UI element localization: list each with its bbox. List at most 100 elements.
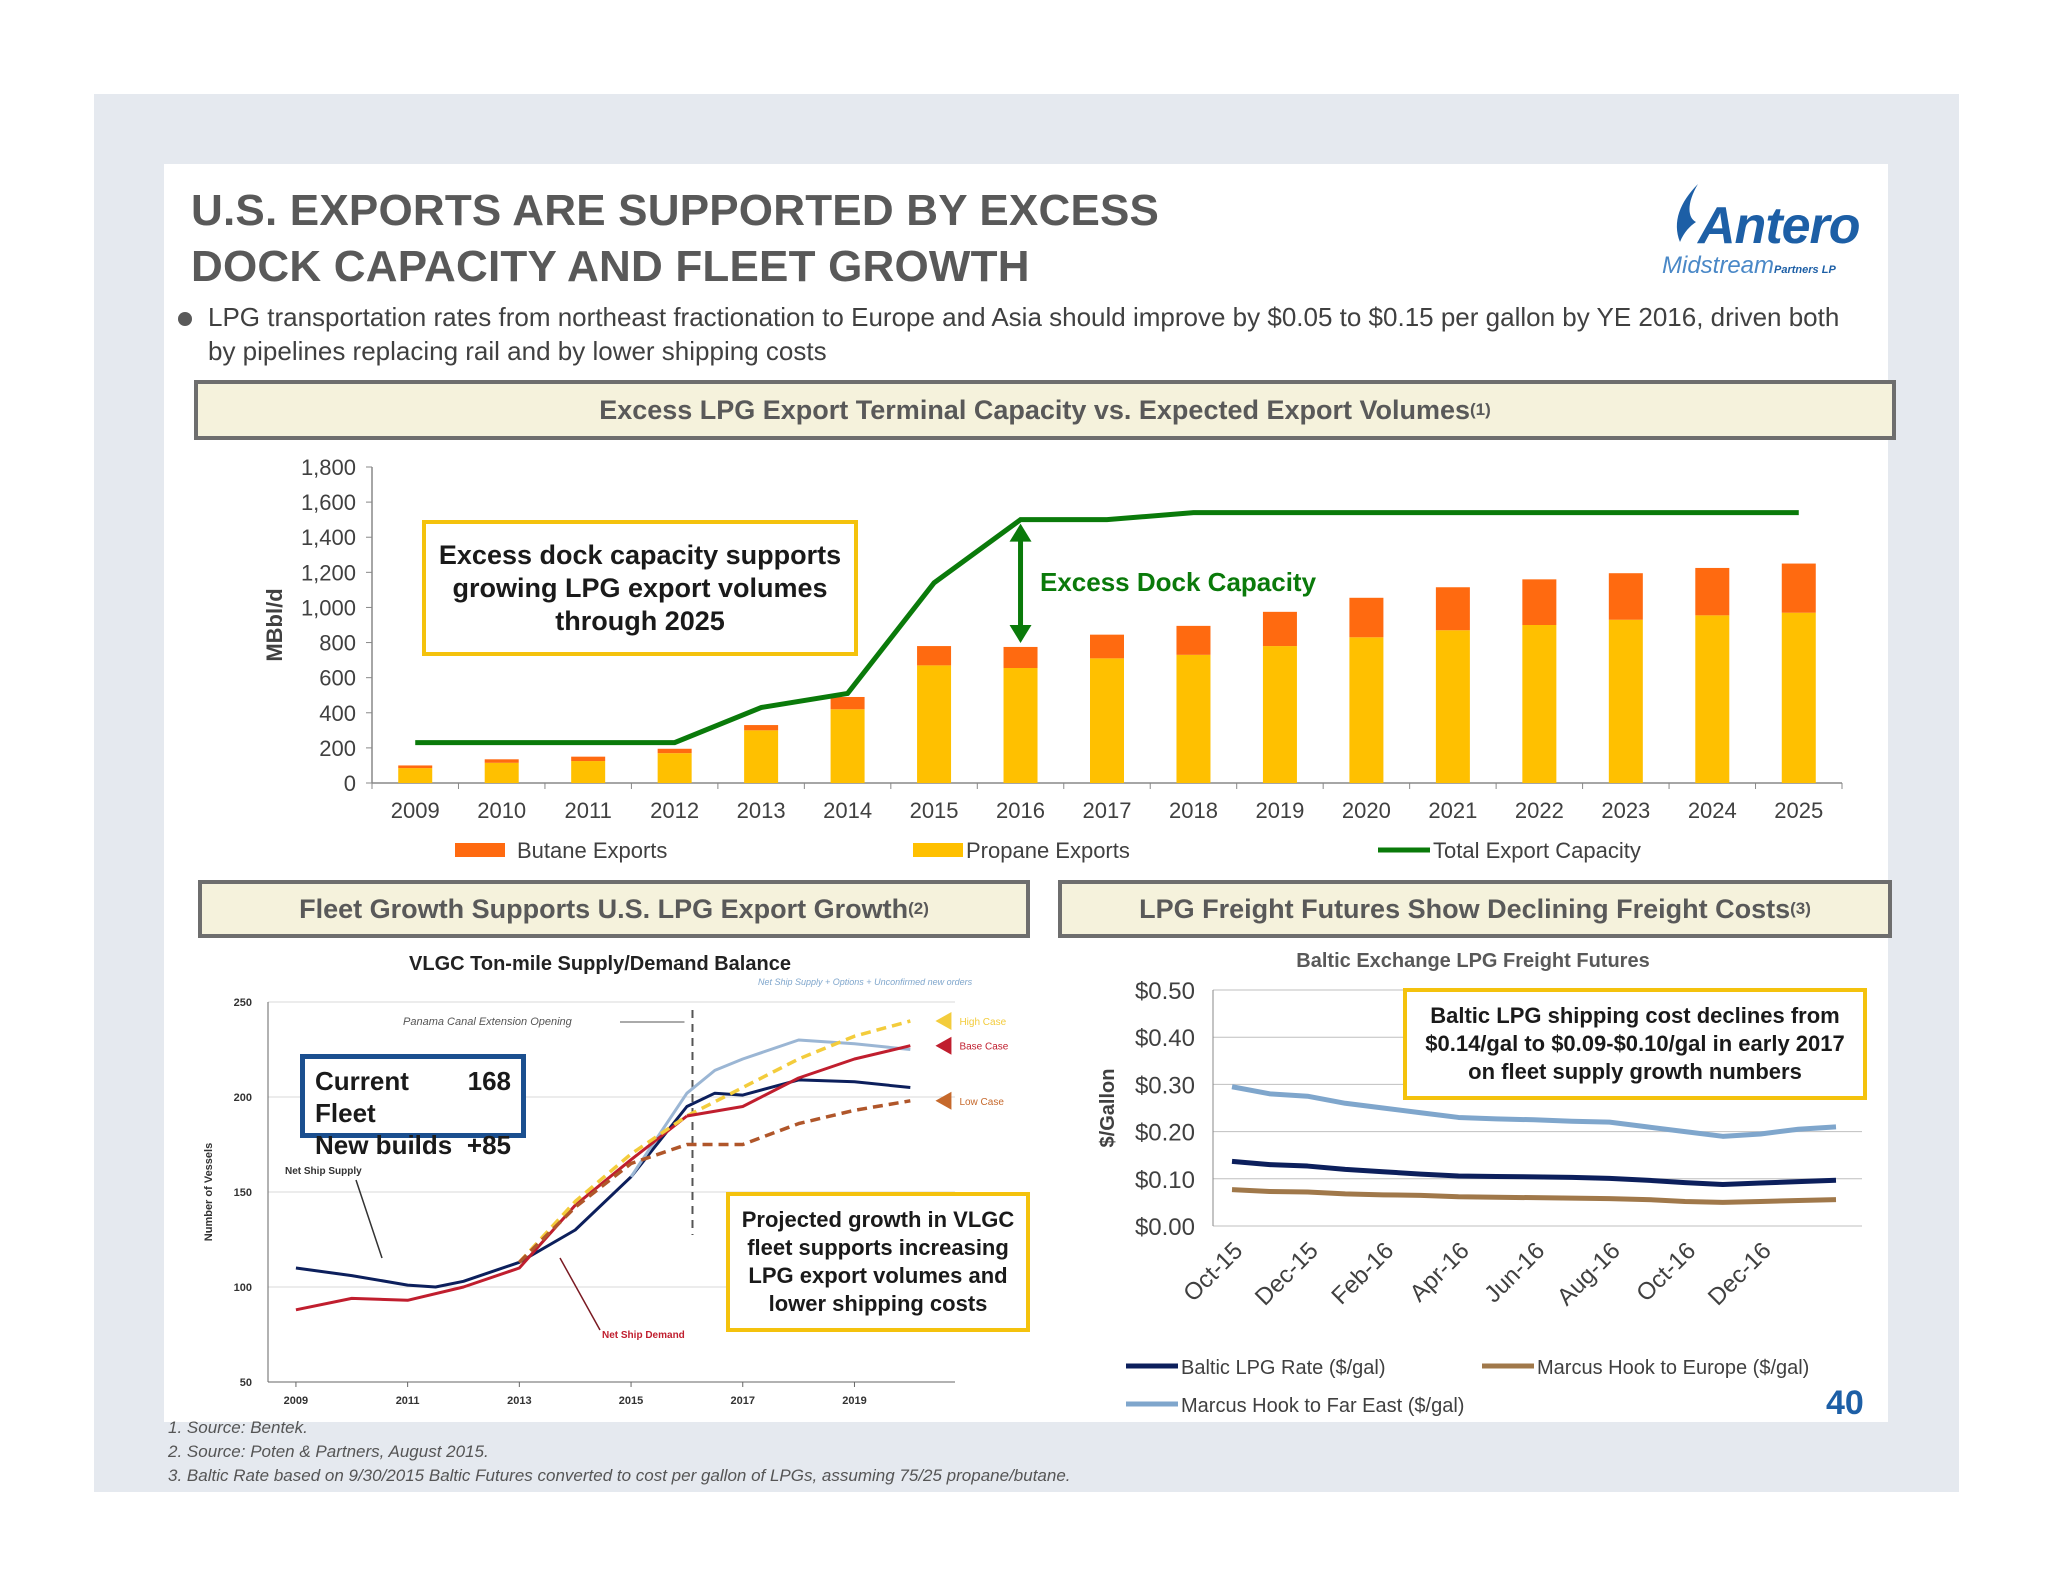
butane-bar: [1349, 597, 1384, 638]
flame-icon: [1676, 184, 1698, 242]
legend-butane-label: Butane Exports: [517, 838, 667, 863]
page-number: 40: [1826, 1384, 1864, 1422]
propane-bar: [830, 709, 865, 783]
bullet-point: LPG transportation rates from northeast …: [178, 300, 1868, 368]
butane-bar: [1608, 573, 1643, 620]
propane-bar: [1176, 654, 1211, 783]
freight-futures-header: LPG Freight Futures Show Declining Freig…: [1058, 880, 1892, 938]
dock-capacity-callout: Excess dock capacity supports growing LP…: [422, 520, 858, 656]
title-line-1: U.S. EXPORTS ARE SUPPORTED BY EXCESS: [191, 186, 1160, 235]
x-tick-label: 2022: [1515, 798, 1564, 823]
x-tick-label: 2023: [1601, 798, 1650, 823]
butane-bar: [657, 748, 692, 754]
export-capacity-header-text: Excess LPG Export Terminal Capacity vs. …: [599, 394, 1471, 425]
antero-logo: Antero MidstreamPartners LP: [1640, 178, 1880, 288]
export-capacity-header: Excess LPG Export Terminal Capacity vs. …: [194, 380, 1896, 440]
footnote-3: 3. Baltic Rate based on 9/30/2015 Baltic…: [168, 1466, 1071, 1485]
footnote-2: 2. Source: Poten & Partners, August 2015…: [168, 1442, 489, 1461]
case-marker-triangle: [935, 1012, 952, 1030]
fleet-y-tick-label: 50: [240, 1377, 252, 1389]
legend-capacity-label: Total Export Capacity: [1433, 838, 1641, 863]
freight-y-tick-label: $0.30: [1135, 1072, 1195, 1099]
legend-propane-swatch: [913, 843, 963, 857]
butane-bar: [1695, 567, 1730, 616]
x-tick-label: 2014: [823, 798, 872, 823]
case-marker-triangle: [935, 1036, 952, 1055]
annotation-net-demand-arrow: [559, 1257, 601, 1331]
butane-bar: [917, 646, 952, 666]
x-tick-label: 2011: [565, 798, 612, 823]
y-tick-label: 1,800: [301, 455, 356, 480]
fleet-row-current: Current Fleet 168: [315, 1065, 511, 1129]
excess-dock-arrow-head-down: [1009, 624, 1032, 643]
annotation-net-demand: Net Ship Demand: [602, 1330, 685, 1341]
x-tick-label: 2020: [1342, 798, 1391, 823]
legend-fareast-label: Marcus Hook to Far East ($/gal): [1181, 1395, 1464, 1417]
fleet-x-tick-label: 2017: [731, 1395, 755, 1407]
annotation-net-supply-arrow: [355, 1179, 383, 1259]
freight-x-tick-label: Dec-16: [1703, 1237, 1777, 1311]
fleet-growth-header: Fleet Growth Supports U.S. LPG Export Gr…: [198, 880, 1030, 938]
fleet-chart-title: VLGC Ton-mile Supply/Demand Balance: [409, 953, 791, 975]
x-tick-label: 2009: [391, 798, 440, 823]
logo-main-text: Antero: [1698, 197, 1861, 255]
annotation-panama: Panama Canal Extension Opening: [403, 1016, 573, 1028]
freight-y-axis-title: $/Gallon: [1097, 1069, 1119, 1148]
freight-y-tick-label: $0.20: [1135, 1120, 1195, 1147]
freight-y-tick-label: $0.00: [1135, 1214, 1195, 1241]
butane-bar: [744, 725, 779, 731]
butane-bar: [1781, 563, 1816, 613]
legend-baltic-label: Baltic LPG Rate ($/gal): [1181, 1357, 1386, 1379]
butane-bar: [830, 696, 865, 710]
annotation-net-supply: Net Ship Supply: [285, 1166, 362, 1177]
x-tick-label: 2015: [910, 798, 959, 823]
freight-chart-title: Baltic Exchange LPG Freight Futures: [1296, 950, 1649, 972]
butane-bar: [1522, 579, 1557, 625]
footnote-1: 1. Source: Bentek.: [168, 1418, 308, 1437]
x-tick-label: 2019: [1255, 798, 1304, 823]
propane-bar: [1435, 630, 1470, 783]
butane-bar: [1435, 587, 1470, 631]
x-tick-label: 2012: [650, 798, 699, 823]
freight-x-tick-label: Oct-15: [1178, 1237, 1248, 1307]
fleet-y-tick-label: 150: [234, 1187, 252, 1199]
case-label: High Case: [959, 1017, 1006, 1028]
case-label: Base Case: [959, 1042, 1008, 1053]
propane-bar: [398, 768, 433, 783]
x-tick-label: 2013: [737, 798, 786, 823]
y-tick-label: 1,400: [301, 525, 356, 550]
freight-x-tick-label: Jun-16: [1479, 1237, 1550, 1308]
freight-y-tick-label: $0.10: [1135, 1167, 1195, 1194]
logo-sub2-text: Partners LP: [1774, 264, 1836, 276]
fleet-base-case-line: [686, 1044, 911, 1118]
fleet-growth-header-text: Fleet Growth Supports U.S. LPG Export Gr…: [299, 893, 909, 924]
fleet-newbuilds-value: +85: [466, 1130, 511, 1160]
x-tick-label: 2016: [996, 798, 1045, 823]
fleet-y-axis-title: Number of Vessels: [203, 1143, 215, 1241]
fleet-box: Current Fleet 168 New builds +85: [300, 1054, 526, 1160]
y-tick-label: 200: [319, 736, 356, 761]
fleet-x-tick-label: 2013: [507, 1395, 531, 1407]
total-capacity-line: [415, 510, 1799, 746]
propane-bar: [917, 665, 952, 783]
fleet-current-label: Current Fleet: [315, 1066, 409, 1128]
fleet-newbuilds-label: New builds: [315, 1130, 453, 1160]
butane-bar: [1090, 634, 1124, 659]
y-tick-label: 1,200: [301, 560, 356, 585]
annotation-supply-options: Net Ship Supply + Options + Unconfirmed …: [758, 977, 973, 987]
title-line-2: DOCK CAPACITY AND FLEET GROWTH: [191, 242, 1030, 291]
fleet-y-tick-label: 200: [234, 1092, 252, 1104]
logo-sub-text: MidstreamPartners LP: [1662, 252, 1836, 280]
propane-bar: [1349, 637, 1384, 783]
freight-x-tick-label: Dec-15: [1250, 1237, 1324, 1311]
legend-europe-label: Marcus Hook to Europe ($/gal): [1537, 1357, 1809, 1379]
freight-x-tick-label: Oct-16: [1631, 1237, 1701, 1307]
propane-bar: [1262, 646, 1297, 783]
logo-sub-word: Midstream: [1662, 252, 1775, 279]
excess-dock-label: Excess Dock Capacity: [1040, 567, 1317, 597]
butane-bar: [1176, 625, 1211, 655]
x-tick-label: 2021: [1428, 798, 1477, 823]
footnotes: 1. Source: Bentek. 2. Source: Poten & Pa…: [168, 1416, 1071, 1488]
butane-bar: [1262, 611, 1297, 647]
case-marker-triangle: [935, 1091, 952, 1110]
